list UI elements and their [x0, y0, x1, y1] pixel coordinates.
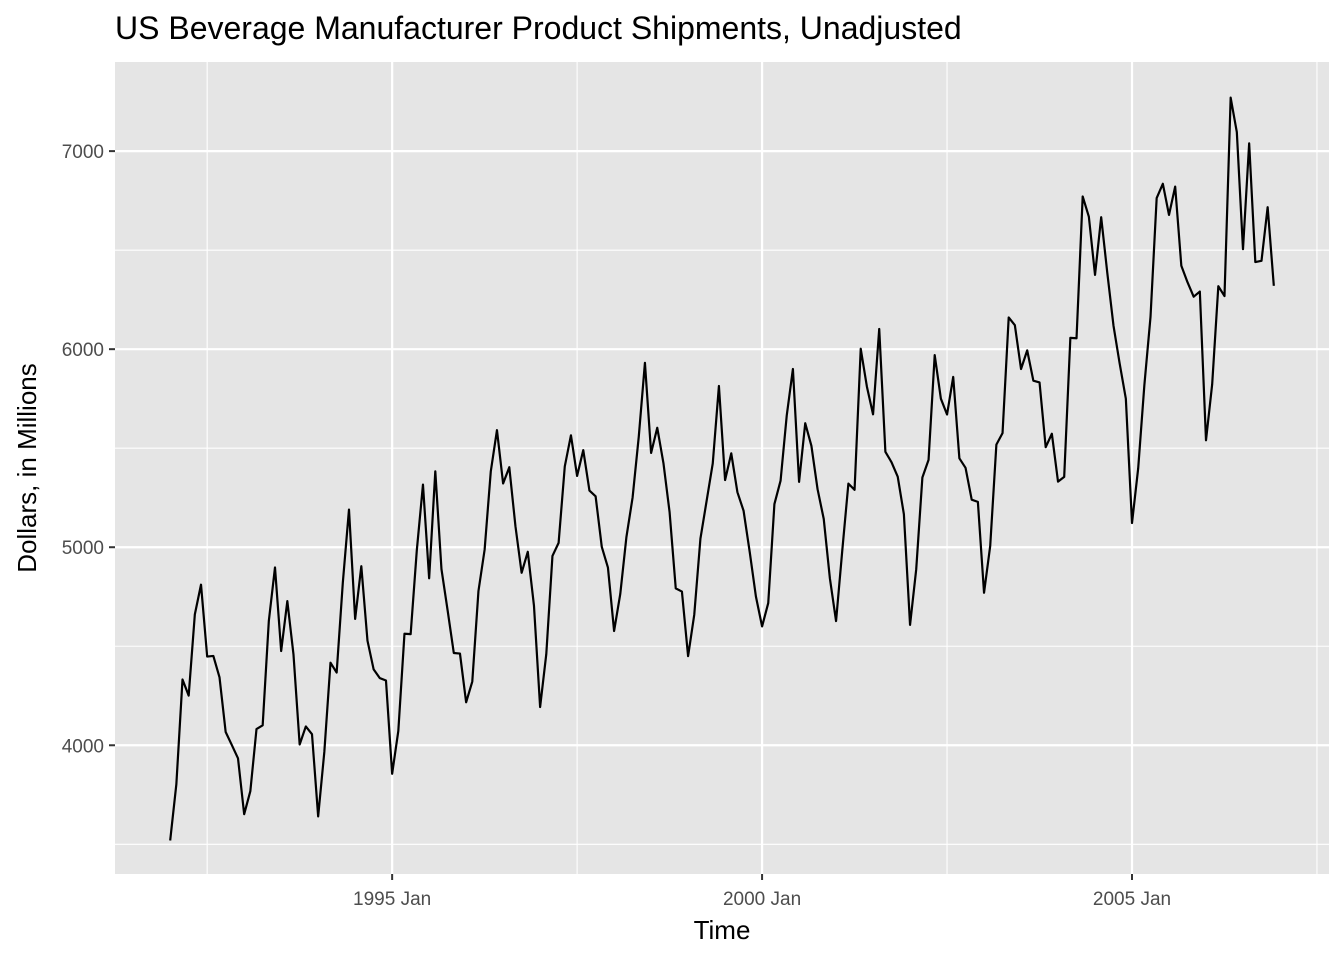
y-tick-label: 4000	[62, 736, 104, 757]
x-tick-label: 2000 Jan	[723, 889, 801, 910]
x-tick-label: 2005 Jan	[1093, 889, 1171, 910]
y-tick-label: 7000	[62, 142, 104, 163]
plot-panel	[115, 62, 1329, 874]
y-axis: 4000 5000 6000 7000	[62, 142, 115, 757]
y-tick-label: 6000	[62, 340, 104, 361]
y-tick-label: 5000	[62, 538, 104, 559]
series-line	[169, 96, 1275, 841]
x-axis: 1995 Jan 2000 Jan 2005 Jan	[353, 874, 1171, 910]
major-gridlines	[115, 62, 1329, 874]
chart-title: US Beverage Manufacturer Product Shipmen…	[115, 10, 962, 46]
x-axis-title: Time	[694, 915, 751, 945]
x-tick-label: 1995 Jan	[353, 889, 431, 910]
y-axis-title: Dollars, in Millions	[12, 363, 42, 573]
